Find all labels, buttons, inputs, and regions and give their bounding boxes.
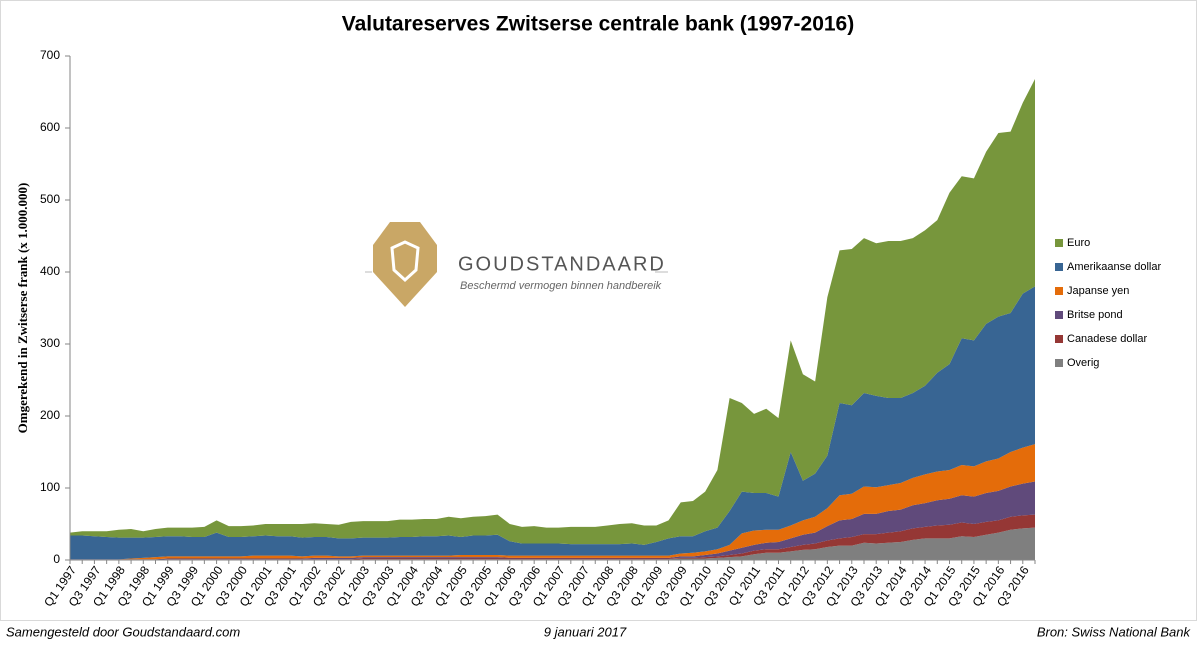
legend-swatch — [1055, 359, 1063, 367]
y-tick-label: 100 — [40, 480, 60, 494]
legend-swatch — [1055, 311, 1063, 319]
watermark-tagline: Beschermd vermogen binnen handbereik — [460, 280, 662, 292]
y-tick-label: 700 — [40, 48, 60, 62]
watermark: GOUDSTANDAARD Beschermd vermogen binnen … — [365, 222, 668, 307]
area — [70, 286, 1035, 560]
footer-right: Bron: Swiss National Bank — [1037, 624, 1192, 639]
area — [70, 527, 1035, 560]
legend-swatch — [1055, 263, 1063, 271]
legend-label: Euro — [1067, 237, 1090, 249]
area — [70, 79, 1035, 545]
footer-left: Samengesteld door Goudstandaard.com — [6, 624, 240, 639]
y-tick-label: 200 — [40, 408, 60, 422]
y-tick-label: 400 — [40, 264, 60, 278]
y-axis-label: Omgerekend in Zwitserse frank (x 1.000.0… — [15, 183, 30, 434]
legend-label: Japanse yen — [1067, 285, 1129, 297]
y-tick-label: 500 — [40, 192, 60, 206]
watermark-lion — [390, 240, 420, 283]
legend-label: Britse pond — [1067, 309, 1123, 321]
chart-title: Valutareserves Zwitserse centrale bank (… — [342, 13, 854, 36]
footer-center: 9 januari 2017 — [544, 624, 627, 639]
area — [70, 481, 1035, 560]
y-tick-label: 600 — [40, 120, 60, 134]
watermark-name: GOUDSTANDAARD — [458, 253, 666, 275]
legend-label: Overig — [1067, 357, 1099, 369]
legend-label: Amerikaanse dollar — [1067, 261, 1161, 273]
area — [70, 444, 1035, 560]
watermark-shield — [373, 222, 437, 307]
legend-swatch — [1055, 287, 1063, 295]
area — [70, 514, 1035, 560]
y-tick-label: 300 — [40, 336, 60, 350]
legend-swatch — [1055, 335, 1063, 343]
y-tick-label: 0 — [53, 552, 60, 566]
legend-swatch — [1055, 239, 1063, 247]
legend-label: Canadese dollar — [1067, 333, 1147, 345]
